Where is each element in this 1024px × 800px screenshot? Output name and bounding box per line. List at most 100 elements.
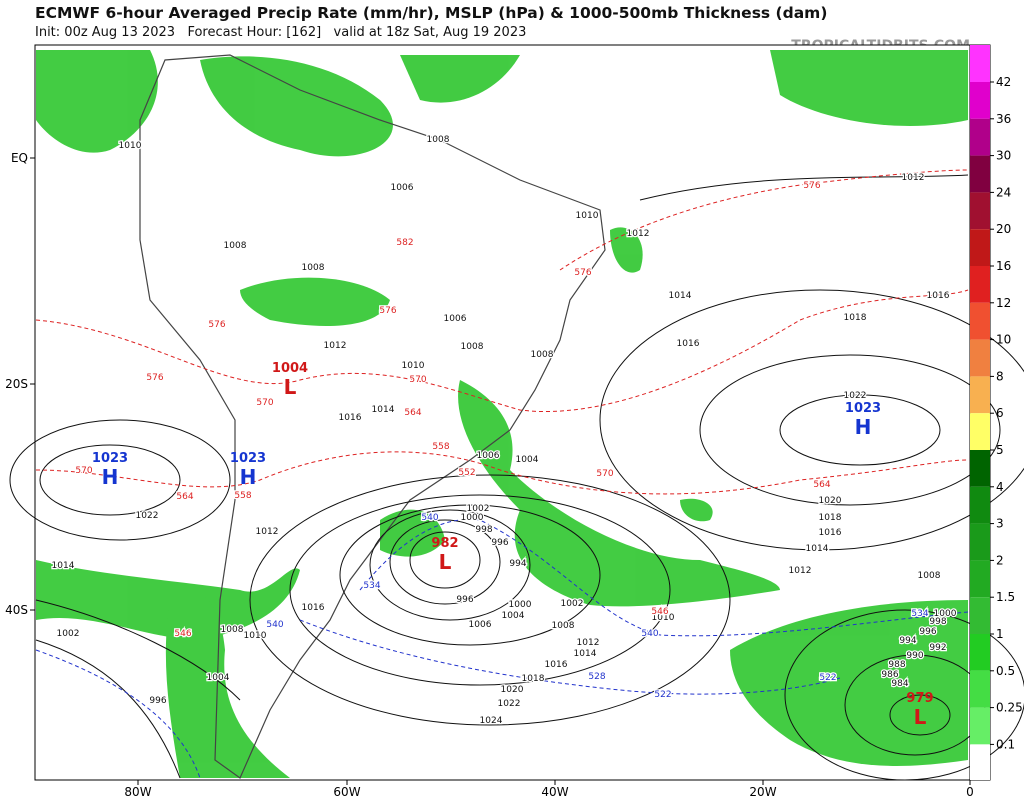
isobar-label: 996: [149, 696, 166, 706]
colorbar-segment: [970, 229, 990, 266]
colorbar-segment: [970, 523, 990, 561]
thickness-label: 570: [256, 398, 273, 408]
colorbar-segment: [970, 118, 990, 156]
isobar-label: 998: [475, 525, 492, 535]
lat-label: EQ: [11, 151, 28, 165]
isobar-label: 1012: [324, 341, 347, 351]
center-value: 1023: [845, 401, 881, 416]
lon-label: 20W: [749, 785, 776, 799]
colorbar-label: 1: [996, 627, 1004, 641]
thickness-label: 552: [458, 468, 475, 478]
isobar-label: 1018: [522, 674, 545, 684]
isobar-label: 1014: [806, 544, 829, 554]
colorbar-label: 0.25: [996, 701, 1023, 715]
isobar-label: 1008: [461, 342, 484, 352]
thickness-label: 570: [596, 469, 613, 479]
thickness-label: 558: [432, 442, 449, 452]
colorbar-label: 36: [996, 112, 1011, 126]
isobar-label: 1004: [207, 673, 230, 683]
isobar-label: 1016: [819, 528, 842, 538]
colorbar-label: 8: [996, 369, 1004, 383]
thickness-label: 576: [379, 306, 396, 316]
colorbar-segment: [970, 339, 990, 377]
colorbar-segment: [970, 707, 990, 745]
thickness-label: 540: [421, 513, 438, 523]
colorbar-segment: [970, 192, 990, 230]
isobar-label: 996: [456, 595, 473, 605]
thickness-label: 528: [588, 672, 605, 682]
isobar-label: 1006: [444, 314, 467, 324]
isobar-label: 1012: [627, 229, 650, 239]
isobar-label: 1020: [501, 685, 524, 695]
isobar-label: 1010: [119, 141, 142, 151]
colorbar-segment: [970, 82, 990, 119]
isobar-label: 1006: [391, 183, 414, 193]
isobar-label: 1010: [244, 631, 267, 641]
thickness-label: 558: [234, 491, 251, 501]
colorbar-segment: [970, 155, 990, 193]
isobar-label: 1022: [498, 699, 521, 709]
colorbar-label: 6: [996, 406, 1004, 420]
isobar-label: 1002: [561, 599, 584, 609]
isobar-label: 996: [919, 627, 936, 637]
thickness-label: 576: [803, 181, 820, 191]
center-letter: H: [240, 465, 257, 489]
isobar-label: 1002: [467, 504, 490, 514]
isobar-label: 1012: [577, 638, 600, 648]
isobar-label: 1022: [136, 511, 159, 521]
lon-label: 60W: [333, 785, 360, 799]
lon-label: 80W: [124, 785, 151, 799]
center-value: 979: [906, 691, 933, 706]
thickness-label: 570: [75, 466, 92, 476]
isobar-label: 986: [881, 670, 898, 680]
thickness-label: 570: [409, 375, 426, 385]
isobar-label: 1000: [461, 513, 484, 523]
isobar-label: 1002: [57, 629, 80, 639]
center-value: 1023: [230, 451, 266, 466]
colorbar-segment: [970, 560, 990, 598]
colorbar-segment: [970, 670, 990, 708]
colorbar-label: 12: [996, 296, 1011, 310]
isobar-label: 992: [929, 643, 946, 653]
isobar-label: 1008: [224, 241, 247, 251]
thickness-label: 576: [146, 373, 163, 383]
isobar-label: 1004: [516, 455, 539, 465]
lon-label: 0: [966, 785, 974, 799]
subtitle: Init: 00z Aug 13 2023 Forecast Hour: [16…: [35, 25, 527, 40]
isobar-label: 1008: [531, 350, 554, 360]
isobar-label: 1008: [552, 621, 575, 631]
isobar-label: 1018: [844, 313, 867, 323]
colorbar-label: 20: [996, 222, 1011, 236]
isobar-label: 1000: [509, 600, 532, 610]
colorbar-segment: [970, 413, 990, 450]
thickness-label: 546: [174, 629, 191, 639]
center-letter: L: [284, 375, 297, 399]
isobar-label: 1010: [576, 211, 599, 221]
isobar-label: 1016: [339, 413, 362, 423]
colorbar-segment: [970, 744, 990, 780]
thickness-label: 534: [911, 609, 928, 619]
isobar-label: 1020: [819, 496, 842, 506]
thickness-label: 522: [819, 673, 836, 683]
isobar-label: 1012: [789, 566, 812, 576]
colorbar-label: 42: [996, 75, 1011, 89]
isobar-label: 1014: [52, 561, 75, 571]
thickness-label: 522: [654, 690, 671, 700]
center-value: 982: [431, 536, 458, 551]
isobar-label: 1008: [302, 263, 325, 273]
thickness-red: [35, 169, 969, 495]
isobar-label: 1008: [221, 625, 244, 635]
colorbar-label: 10: [996, 333, 1011, 347]
thickness-label: 576: [208, 320, 225, 330]
thickness-label: 540: [266, 620, 283, 630]
isobar-label: 1000: [934, 609, 957, 619]
isobar-label: 1016: [302, 603, 325, 613]
colorbar-label: 5: [996, 443, 1004, 457]
isobar-label: 1016: [545, 660, 568, 670]
colorbar-label: 3: [996, 517, 1004, 531]
precip: [36, 50, 968, 778]
colorbar-segment: [970, 376, 990, 414]
center-letter: H: [855, 415, 872, 439]
